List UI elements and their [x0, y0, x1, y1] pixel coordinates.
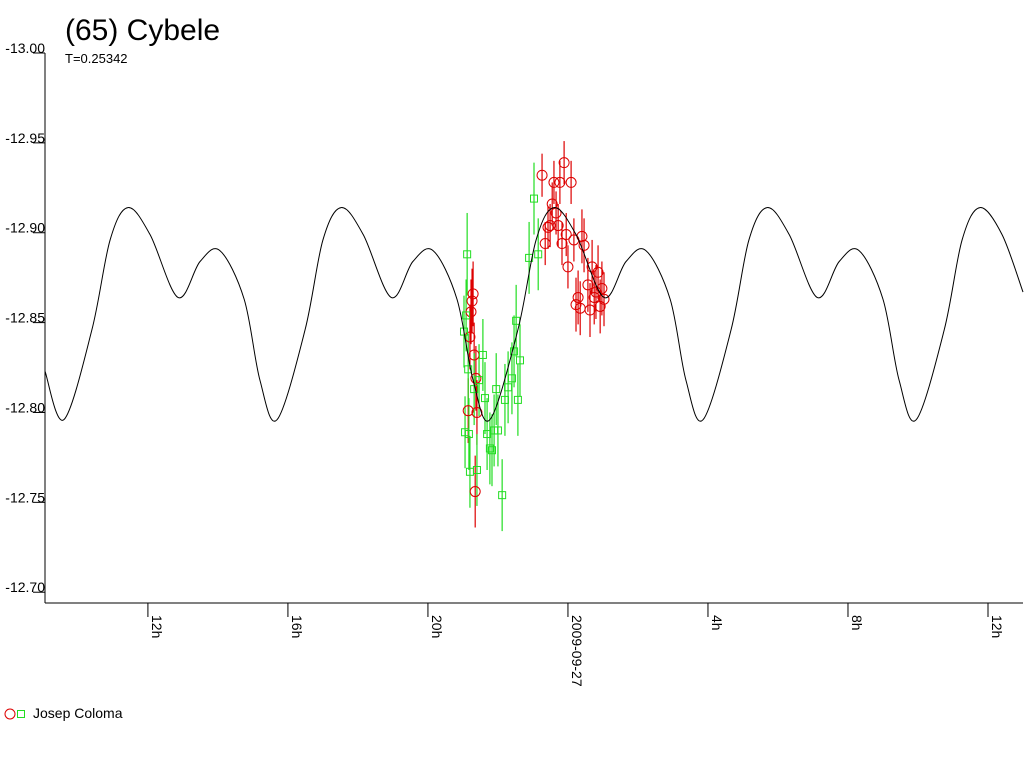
data-point: [592, 266, 604, 278]
y-tick-label: -13.00: [5, 40, 45, 56]
data-point: [475, 376, 484, 385]
data-point: [548, 176, 560, 188]
y-tick-label: -12.95: [5, 130, 45, 146]
data-point: [544, 220, 556, 232]
data-point: [464, 430, 473, 439]
data-point: [466, 295, 478, 307]
x-tick-label: 8h: [849, 615, 865, 631]
data-point: [462, 405, 474, 417]
data-point: [536, 169, 548, 181]
x-tick-label: 12h: [149, 615, 165, 638]
data-point: [590, 286, 602, 298]
chart-subtitle: T=0.25342: [65, 51, 128, 66]
data-point: [546, 198, 558, 210]
data-point: [469, 486, 481, 498]
data-point: [556, 238, 568, 250]
x-tick-label: 20h: [429, 615, 445, 638]
data-point: [504, 383, 513, 392]
data-point: [510, 347, 519, 356]
data-point: [539, 238, 551, 250]
data-point: [487, 446, 496, 455]
data-point: [558, 157, 570, 169]
legend-label: Josep Coloma: [33, 705, 123, 721]
data-point: [493, 426, 502, 435]
y-tick-label: -12.85: [5, 310, 45, 326]
data-point: [525, 253, 534, 262]
data-point: [471, 406, 483, 418]
data-point: [560, 229, 572, 241]
data-point: [534, 250, 543, 259]
data-point: [492, 385, 501, 394]
data-point: [554, 176, 566, 188]
data-point: [515, 356, 524, 365]
data-point: [562, 261, 574, 273]
data-point: [565, 176, 577, 188]
chart-title: (65) Cybele: [65, 14, 220, 47]
x-tick-label: 2009-09-27: [569, 615, 585, 687]
data-point: [584, 304, 596, 316]
y-tick-label: -12.75: [5, 489, 45, 505]
data-point: [463, 250, 472, 259]
x-tick-label: 12h: [989, 615, 1005, 638]
data-point: [530, 194, 538, 203]
data-point: [594, 300, 606, 312]
data-point: [570, 299, 582, 311]
x-tick-label: 4h: [709, 615, 725, 631]
data-point: [596, 282, 608, 294]
data-point: [500, 395, 509, 404]
data-point: [478, 350, 487, 359]
data-point: [467, 288, 479, 300]
x-tick-label: 16h: [289, 615, 305, 638]
data-point: [498, 491, 507, 500]
y-tick-label: -12.80: [5, 399, 45, 415]
data-point: [552, 220, 564, 232]
data-point: [578, 239, 590, 251]
y-tick-label: -12.90: [5, 220, 45, 236]
data-point: [462, 311, 471, 320]
data-point: [485, 444, 494, 453]
data-point: [572, 291, 584, 303]
data-point: [459, 327, 468, 336]
data-point: [480, 394, 489, 403]
legend-marker: [4, 708, 16, 720]
data-point: [464, 365, 473, 374]
data-point: [507, 374, 516, 383]
model-curve: [44, 207, 1024, 422]
y-tick-label: -12.70: [5, 579, 45, 595]
data-point: [513, 395, 522, 404]
data-point: [472, 465, 481, 474]
legend-marker: [17, 710, 25, 718]
data-point: [598, 293, 610, 305]
data-point: [582, 279, 594, 291]
